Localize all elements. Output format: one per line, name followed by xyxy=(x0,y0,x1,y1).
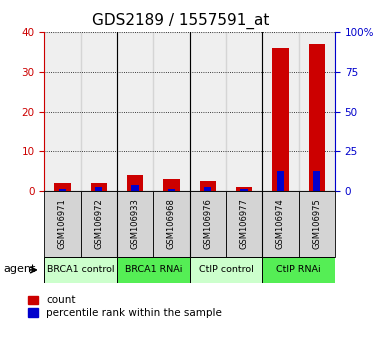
Text: GSM106976: GSM106976 xyxy=(203,199,212,249)
Bar xyxy=(127,175,143,191)
FancyBboxPatch shape xyxy=(190,257,262,283)
FancyBboxPatch shape xyxy=(80,191,117,257)
FancyBboxPatch shape xyxy=(299,191,335,257)
FancyBboxPatch shape xyxy=(153,191,190,257)
Text: GSM106972: GSM106972 xyxy=(94,199,103,249)
Text: CtIP RNAi: CtIP RNAi xyxy=(276,266,321,274)
FancyBboxPatch shape xyxy=(262,257,335,283)
Text: GDS2189 / 1557591_at: GDS2189 / 1557591_at xyxy=(92,12,270,29)
Bar xyxy=(132,185,139,191)
FancyBboxPatch shape xyxy=(262,191,299,257)
Text: GSM106977: GSM106977 xyxy=(239,199,249,249)
Bar xyxy=(313,171,320,191)
Bar xyxy=(199,181,216,191)
Text: GSM106933: GSM106933 xyxy=(131,199,140,249)
Bar xyxy=(117,32,153,191)
Bar xyxy=(309,44,325,191)
Bar xyxy=(168,189,175,191)
Bar xyxy=(241,189,248,191)
FancyBboxPatch shape xyxy=(117,257,190,283)
FancyBboxPatch shape xyxy=(226,191,262,257)
Bar xyxy=(54,183,70,191)
Bar xyxy=(236,187,252,191)
Text: GSM106975: GSM106975 xyxy=(312,199,321,249)
Text: CtIP control: CtIP control xyxy=(199,266,253,274)
Bar xyxy=(272,48,289,191)
FancyBboxPatch shape xyxy=(190,191,226,257)
Text: BRCA1 RNAi: BRCA1 RNAi xyxy=(125,266,182,274)
Bar xyxy=(59,189,66,191)
Text: GSM106968: GSM106968 xyxy=(167,199,176,249)
Bar xyxy=(190,32,226,191)
Text: GSM106971: GSM106971 xyxy=(58,199,67,249)
Bar xyxy=(277,171,284,191)
Bar xyxy=(226,32,262,191)
Bar xyxy=(299,32,335,191)
Bar xyxy=(95,187,102,191)
Bar xyxy=(44,32,80,191)
Bar xyxy=(163,179,180,191)
FancyBboxPatch shape xyxy=(44,257,117,283)
FancyBboxPatch shape xyxy=(44,191,80,257)
Text: GSM106974: GSM106974 xyxy=(276,199,285,249)
FancyBboxPatch shape xyxy=(117,191,153,257)
Bar xyxy=(204,187,211,191)
Bar xyxy=(262,32,299,191)
Legend: count, percentile rank within the sample: count, percentile rank within the sample xyxy=(28,296,222,318)
Text: BRCA1 control: BRCA1 control xyxy=(47,266,114,274)
Bar xyxy=(80,32,117,191)
Bar xyxy=(153,32,189,191)
Text: agent: agent xyxy=(3,264,36,274)
Bar xyxy=(90,183,107,191)
